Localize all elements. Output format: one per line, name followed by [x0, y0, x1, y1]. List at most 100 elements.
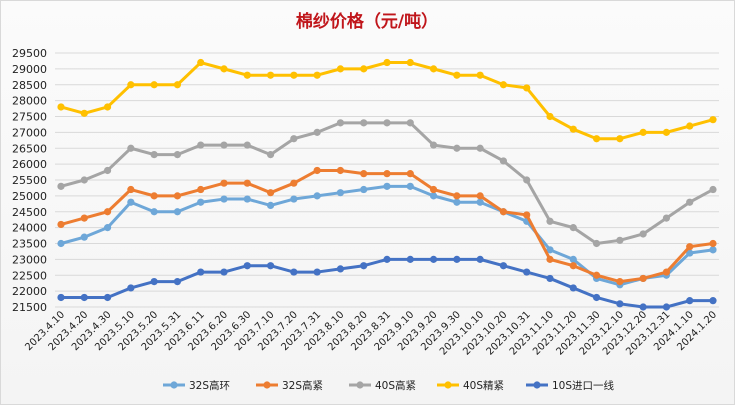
data-point: [150, 151, 158, 159]
data-point: [662, 303, 671, 311]
data-point: [592, 271, 601, 279]
series-1: [57, 166, 717, 286]
data-point: [523, 84, 531, 92]
y-tick-label: 24500: [12, 206, 47, 219]
y-axis-ticks: 21500 22000 22500 23000 23500 24000 24500 25000…: [12, 47, 47, 314]
data-point: [709, 185, 717, 194]
data-point: [383, 58, 391, 67]
data-point: [80, 233, 88, 241]
data-point: [266, 262, 275, 270]
data-point: [406, 182, 414, 190]
legend-swatch-marker: [263, 381, 271, 389]
y-tick-label: 25000: [12, 190, 47, 203]
data-point: [709, 116, 717, 124]
data-point: [383, 119, 391, 127]
data-point: [662, 128, 671, 136]
data-point: [616, 135, 624, 143]
legend-label: 40S精紧: [463, 379, 504, 392]
data-point: [103, 208, 112, 216]
data-point: [592, 135, 601, 143]
data-point: [499, 157, 508, 165]
data-point: [150, 192, 158, 200]
data-point: [569, 224, 577, 232]
data-point: [592, 293, 601, 302]
data-point: [546, 255, 554, 263]
data-point: [57, 103, 65, 111]
data-point: [127, 81, 135, 89]
data-point: [569, 284, 577, 292]
data-point: [383, 170, 391, 178]
y-tick-label: 28500: [12, 79, 47, 92]
data-point: [523, 176, 531, 184]
data-point: [290, 71, 298, 79]
data-point: [476, 192, 484, 200]
legend-label: 32S高环: [189, 379, 230, 392]
data-point: [406, 58, 414, 67]
data-point: [360, 65, 368, 73]
data-point: [453, 71, 461, 79]
data-point: [406, 170, 414, 178]
data-point: [429, 141, 438, 149]
data-point: [639, 303, 647, 311]
data-point: [453, 198, 461, 206]
data-point: [266, 189, 275, 197]
data-point: [709, 297, 717, 305]
y-tick-label: 26000: [12, 158, 47, 171]
data-point: [197, 185, 205, 194]
data-point: [616, 236, 624, 244]
data-point: [220, 179, 228, 187]
data-point: [103, 224, 112, 232]
data-point: [336, 166, 345, 175]
data-point: [429, 185, 438, 194]
data-point: [220, 141, 228, 149]
y-tick-label: 28000: [12, 95, 47, 108]
data-point: [686, 249, 694, 257]
data-point: [499, 262, 508, 270]
y-tick-label: 23000: [12, 253, 47, 266]
series-line: [60, 184, 714, 287]
data-point: [57, 182, 65, 190]
data-point: [57, 220, 65, 229]
data-point: [406, 255, 414, 263]
data-point: [336, 189, 345, 197]
data-point: [686, 297, 694, 305]
data-point: [546, 217, 554, 225]
y-tick-label: 29500: [12, 47, 47, 60]
data-point: [243, 262, 251, 270]
data-point: [313, 268, 321, 276]
data-point: [127, 144, 135, 152]
data-point: [639, 230, 647, 238]
data-point: [173, 192, 182, 200]
data-point: [197, 268, 205, 276]
data-point: [103, 103, 112, 111]
data-point: [616, 278, 624, 286]
data-point: [383, 182, 391, 190]
legend-item: 40S精紧: [437, 379, 504, 392]
data-point: [290, 135, 298, 143]
data-point: [220, 65, 228, 73]
data-point: [453, 144, 461, 152]
y-tick-label: 23500: [12, 238, 47, 251]
legend-item: 32S高紧: [256, 379, 323, 392]
data-point: [127, 198, 135, 206]
data-point: [220, 268, 228, 276]
data-point: [336, 119, 345, 127]
data-point: [80, 214, 88, 222]
legend-label: 10S进口一线: [552, 379, 615, 392]
y-tick-label: 26500: [12, 142, 47, 155]
data-point: [57, 239, 65, 248]
data-point: [406, 119, 414, 127]
data-point: [453, 192, 461, 200]
legend-swatch-marker: [356, 381, 364, 389]
data-point: [150, 278, 158, 286]
data-point: [523, 211, 531, 219]
data-point: [336, 265, 345, 273]
y-tick-label: 27500: [12, 111, 47, 124]
y-tick-label: 21500: [12, 301, 47, 314]
data-point: [639, 274, 647, 283]
data-point: [383, 255, 391, 263]
legend-swatch-marker: [533, 381, 541, 389]
legend-item: 32S高环: [163, 379, 230, 392]
series-lines: [57, 58, 717, 311]
y-tick-label: 22500: [12, 269, 47, 282]
